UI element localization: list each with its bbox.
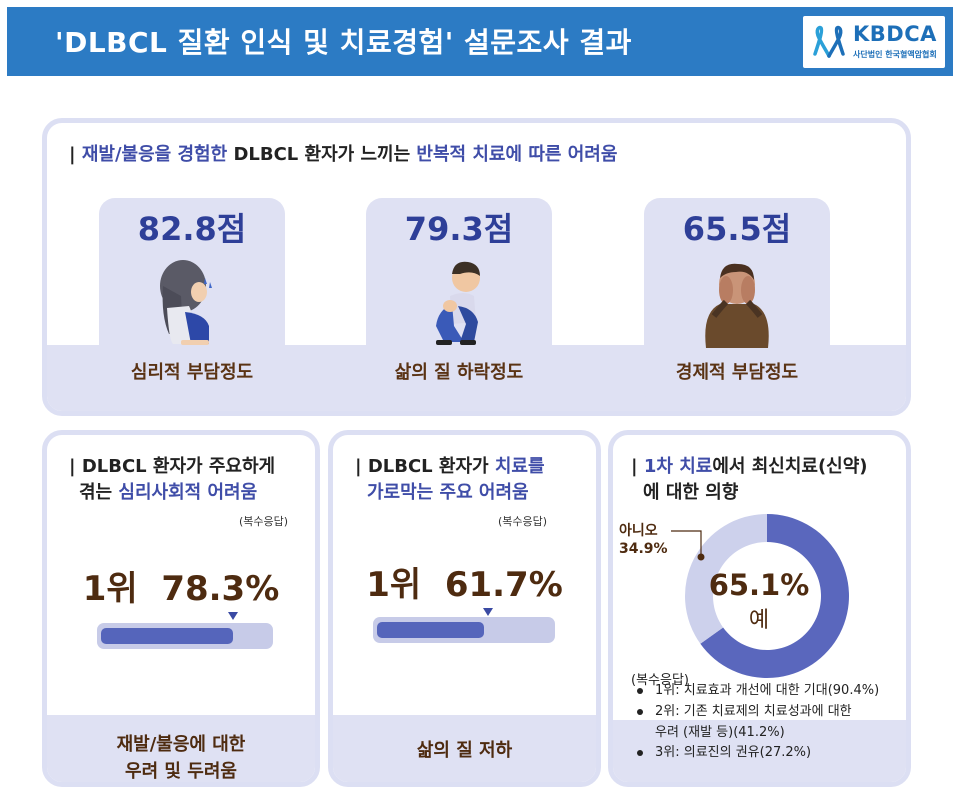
heading-bar: | [69, 456, 82, 477]
heading-accent: 1차 치료 [643, 456, 713, 477]
band-caption-line: 우려 및 두려움 [125, 761, 237, 782]
donut-slice-yes [700, 514, 849, 678]
treatment-barrier-panel: | DLBCL 환자가 치료를 가로막는 주요 어려움 (복수응답) 1위 61… [328, 430, 601, 787]
no-label: 아니오 [619, 523, 658, 539]
psychosocial-difficulty-panel: | DLBCL 환자가 주요하게 겪는 심리사회적 어려움 (복수응답) 1위 … [42, 430, 320, 787]
multiple-response-note: (복수응답) [239, 515, 289, 528]
panel-band [333, 715, 596, 782]
panel-heading: | DLBCL 환자가 치료를 가로막는 주요 어려움 [355, 454, 545, 506]
band-caption: 재발/불응에 대한 우려 및 두려움 [47, 731, 315, 782]
rank-label: 1위 [366, 565, 422, 605]
reason-item: 2위: 기존 치료제의 치료성과에 대한 우려 (재발 등)(41.2%) [635, 702, 879, 744]
logo: KBDCA 사단법인 한국혈액암협회 [803, 16, 945, 68]
panel-heading: | DLBCL 환자가 주요하게 겪는 심리사회적 어려움 [69, 454, 275, 506]
page-title: 'DLBCL 질환 인식 및 치료경험' 설문조사 결과 [55, 26, 632, 59]
no-callout-dot [697, 553, 705, 561]
heading-bar: | [355, 456, 368, 477]
bullet-icon [637, 708, 643, 715]
crying-woman-icon [160, 260, 212, 345]
panel-heading: | 1차 치료에서 최신치료(신약) 에 대한 의향 [631, 454, 868, 506]
score-label: 심리적 부담정도 [130, 362, 254, 383]
panel-band [47, 715, 315, 782]
no-percent: 34.9% [619, 541, 668, 558]
heading-accent: 재발/불응을 경험한 [81, 144, 228, 165]
rank-label: 1위 [82, 569, 138, 609]
score-card-economic: 65.5점 경제적 부담정도 [644, 198, 830, 406]
score-value: 79.3점 [404, 210, 514, 248]
multiple-response-note: (복수응답) [498, 515, 548, 528]
reason-text: 2위: 기존 치료제의 치료성과에 대한 [655, 703, 852, 719]
heading-text: 겪는 [79, 482, 119, 504]
panel-band [613, 720, 906, 782]
rank-result: 1위 78.3% [47, 561, 315, 610]
progress-bar [97, 623, 273, 649]
score-card-quality-of-life: 79.3점 삶의 질 하락정도 [366, 198, 552, 406]
rank-percent: 78.3% [161, 569, 280, 609]
reason-text: 1위: 치료효과 개선에 대한 기대(90.4%) [655, 683, 880, 698]
new-treatment-intent-panel: | 1차 치료에서 최신치료(신약) 에 대한 의향 아니오 34.9% 65.… [608, 430, 911, 787]
heading-accent: 가로막는 주요 어려움 [367, 482, 529, 504]
score-value: 82.8점 [137, 210, 247, 248]
heading-bar: | [69, 144, 82, 165]
heading-text: 에 대한 의향 [643, 482, 739, 504]
no-callout-line [671, 530, 702, 555]
score-label: 경제적 부담정도 [675, 362, 799, 383]
score-label: 삶의 질 하락정도 [394, 362, 524, 383]
band-caption: 삶의 질 저하 [333, 737, 596, 764]
intent-donut-chart [671, 514, 849, 678]
progress-marker-icon [228, 612, 238, 620]
reason-item: 1위: 치료효과 개선에 대한 기대(90.4%) [635, 681, 879, 702]
difficulty-scores-panel: | 재발/불응을 경험한 DLBCL 환자가 느끼는 반복적 치료에 따른 어려… [42, 118, 911, 416]
reason-item: 3위: 의료진의 권유(27.2%) [635, 743, 879, 764]
band-caption-line: 삶의 질 저하 [416, 740, 513, 761]
logo-subtitle: 사단법인 한국혈액암협회 [853, 50, 937, 59]
stressed-man-icon [705, 263, 769, 348]
heading-bar: | [631, 456, 644, 477]
heading-accent: 반복적 치료에 따른 어려움 [416, 144, 618, 165]
progress-bar [373, 617, 555, 643]
heading-text: DLBCL 환자가 느끼는 [227, 144, 417, 165]
rank-result: 1위 61.7% [333, 557, 596, 606]
bullet-icon [637, 688, 643, 694]
bullet-icon [637, 750, 643, 757]
progress-fill [377, 622, 484, 638]
heading-text: 에서 최신치료(신약) [712, 456, 868, 477]
yes-label: 예 [748, 608, 770, 633]
donut-group [685, 514, 849, 678]
panel-heading: | 재발/불응을 경험한 DLBCL 환자가 느끼는 반복적 치료에 따른 어려… [69, 142, 617, 168]
progress-marker-icon [483, 608, 493, 616]
band-caption-line: 재발/불응에 대한 [116, 734, 246, 755]
score-card-psychological: 82.8점 심리적 부담정도 [99, 198, 285, 406]
no-answer-label: 아니오 34.9% [619, 522, 668, 558]
score-value: 65.5점 [682, 210, 792, 248]
reason-list: 1위: 치료효과 개선에 대한 기대(90.4%) 2위: 기존 치료제의 치료… [635, 681, 879, 764]
multiple-response-note: (복수응답) [631, 673, 689, 688]
rank-percent: 61.7% [444, 565, 563, 605]
heading-accent: 심리사회적 어려움 [118, 482, 258, 504]
sitting-man-icon [436, 261, 480, 345]
heading-text: DLBCL 환자가 [367, 456, 495, 477]
donut-center-label: 65.1% 예 [703, 568, 815, 634]
reason-text: 3위: 의료진의 권유(27.2%) [655, 745, 812, 761]
ribbon-logo-icon [813, 25, 845, 58]
header-bar: 'DLBCL 질환 인식 및 치료경험' 설문조사 결과 KBDCA 사단법인 … [7, 7, 953, 76]
heading-accent: 치료를 [494, 456, 545, 477]
logo-name: KBDCA [853, 22, 937, 46]
yes-percent: 65.1% [708, 568, 810, 602]
donut-slice-no [685, 514, 767, 644]
progress-fill [101, 628, 233, 644]
reason-text-continued: 우려 (재발 등)(41.2%) [655, 724, 785, 740]
heading-text: DLBCL 환자가 주요하게 [81, 456, 276, 477]
